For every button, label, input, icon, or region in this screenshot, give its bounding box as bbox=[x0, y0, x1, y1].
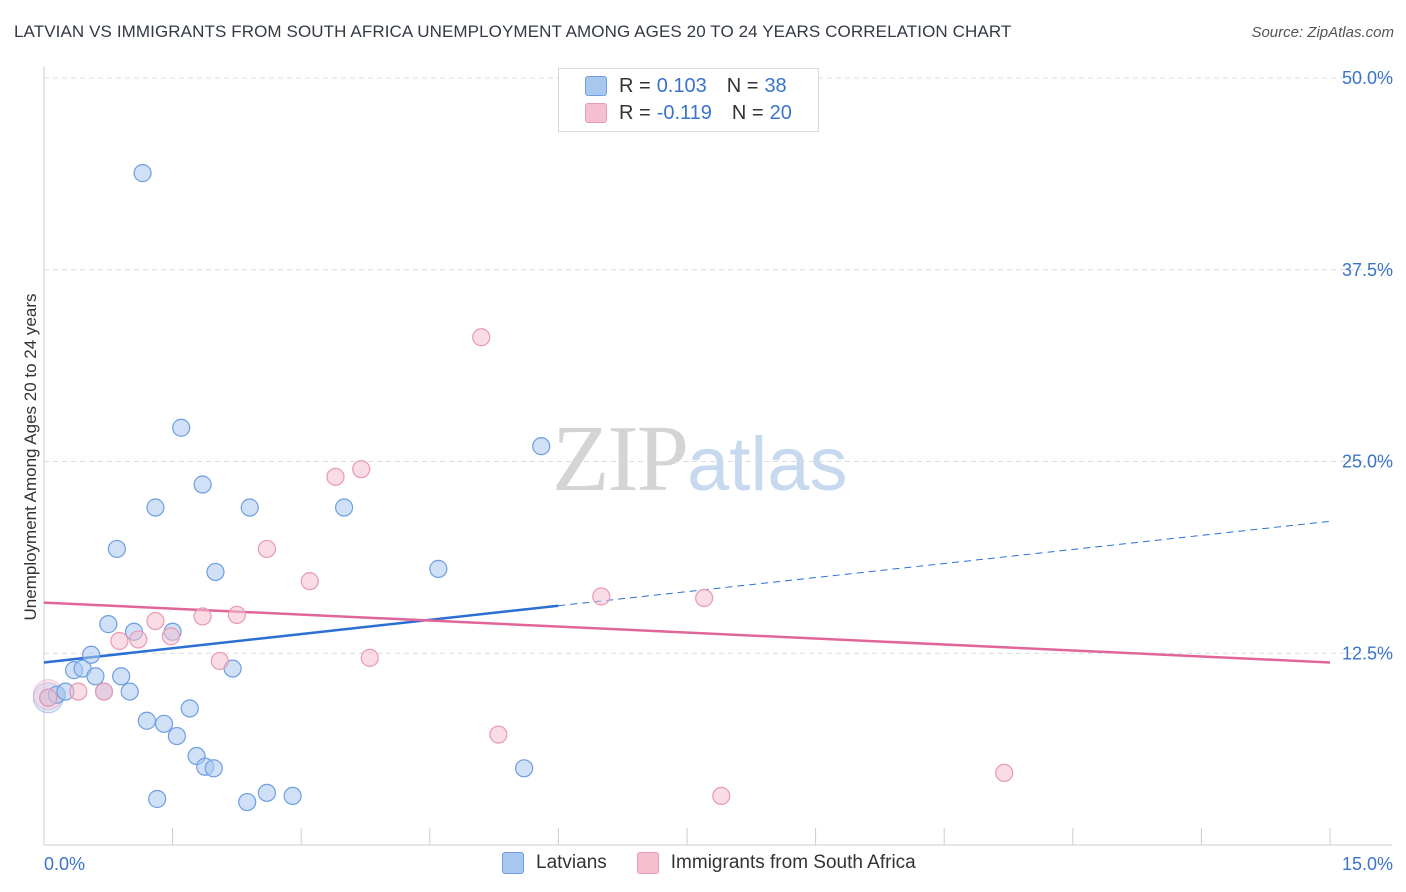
point-latvians bbox=[193, 475, 212, 494]
trendline-immigrants bbox=[43, 601, 1331, 664]
legend-row-latvians: R = 0.103 N = 38 bbox=[585, 74, 787, 98]
y-axis-label: Unemployment Among Ages 20 to 24 years bbox=[21, 294, 40, 621]
point-immigrants bbox=[210, 651, 229, 671]
point-immigrants bbox=[69, 682, 88, 701]
point-immigrants bbox=[146, 611, 165, 631]
label-layer: 12.5% 25.0% 37.5% 50.0% 0.0% 15.0% bbox=[44, 68, 1393, 874]
legend-r-value-immigrants: -0.119 bbox=[656, 101, 712, 124]
grid-layer bbox=[44, 77, 1392, 654]
point-latvians bbox=[146, 498, 165, 517]
legend-n-value-latvians: 38 bbox=[764, 74, 787, 97]
point-immigrants bbox=[94, 682, 114, 701]
legend-r-value-latvians: 0.103 bbox=[656, 74, 707, 97]
legend-row-immigrants: R = -0.119 N = 20 bbox=[585, 101, 792, 125]
legend-swatch-immigrants bbox=[585, 103, 607, 123]
point-latvians bbox=[204, 759, 223, 778]
correlation-legend: R = 0.103 N = 38 R = -0.119 N = 20 bbox=[558, 68, 819, 132]
trend-layer bbox=[43, 520, 1331, 664]
point-latvians bbox=[172, 418, 191, 437]
series-swatch-latvians bbox=[502, 852, 524, 874]
legend-n-value-immigrants: 20 bbox=[769, 101, 792, 124]
point-immigrants bbox=[257, 539, 277, 559]
point-immigrants bbox=[326, 467, 345, 486]
series-label-latvians: Latvians bbox=[536, 852, 607, 873]
point-latvians bbox=[154, 714, 174, 733]
point-latvians bbox=[240, 498, 259, 517]
trendline-latvians bbox=[43, 604, 559, 664]
point-latvians bbox=[206, 562, 225, 582]
series-label-immigrants: Immigrants from South Africa bbox=[670, 852, 916, 873]
chart-title: LATVIAN VS IMMIGRANTS FROM SOUTH AFRICA … bbox=[14, 22, 1012, 41]
point-latvians bbox=[120, 682, 139, 701]
point-layer bbox=[32, 164, 1014, 812]
point-latvians bbox=[429, 559, 448, 578]
point-immigrants bbox=[352, 460, 371, 479]
legend-n-label: N = bbox=[731, 101, 764, 124]
point-immigrants bbox=[300, 572, 319, 591]
point-latvians bbox=[99, 615, 118, 634]
y-tick-label: 37.5% bbox=[1342, 260, 1393, 280]
point-latvians bbox=[107, 539, 126, 559]
legend-r-label: R = bbox=[619, 74, 651, 97]
point-immigrants bbox=[695, 588, 714, 608]
point-latvians bbox=[148, 789, 167, 809]
y-tick-label: 50.0% bbox=[1342, 68, 1393, 88]
point-latvians bbox=[532, 437, 551, 456]
point-latvians bbox=[283, 786, 302, 806]
series-legend: Latvians Immigrants from South Africa bbox=[502, 852, 946, 874]
trendline-latvians-extrapolated bbox=[558, 520, 1331, 607]
point-latvians bbox=[257, 783, 277, 802]
point-latvians bbox=[112, 667, 131, 686]
point-latvians bbox=[82, 645, 101, 664]
point-immigrants bbox=[360, 648, 379, 667]
series-legend-latvians[interactable]: Latvians bbox=[502, 852, 607, 874]
point-immigrants bbox=[472, 328, 491, 347]
y-tick-label: 12.5% bbox=[1342, 643, 1393, 663]
axis-layer bbox=[43, 66, 1392, 846]
point-immigrants bbox=[489, 725, 508, 744]
point-latvians bbox=[137, 711, 156, 730]
y-tick-label: 25.0% bbox=[1342, 452, 1393, 472]
point-immigrants bbox=[39, 688, 58, 707]
point-immigrants bbox=[995, 763, 1014, 783]
legend-r-label: R = bbox=[619, 101, 651, 124]
x-tick-label-max: 15.0% bbox=[1342, 854, 1393, 874]
point-latvians bbox=[180, 699, 199, 718]
source-credit: Source: ZipAtlas.com bbox=[1251, 24, 1394, 41]
point-immigrants bbox=[193, 607, 212, 626]
point-immigrants bbox=[592, 587, 611, 606]
x-tick-label-min: 0.0% bbox=[44, 854, 85, 874]
legend-n-label: N = bbox=[726, 74, 759, 97]
series-legend-immigrants[interactable]: Immigrants from South Africa bbox=[636, 852, 916, 874]
point-immigrants bbox=[712, 786, 731, 806]
point-immigrants bbox=[110, 631, 129, 651]
series-swatch-immigrants bbox=[636, 852, 659, 874]
point-immigrants bbox=[161, 627, 180, 646]
point-latvians bbox=[86, 667, 105, 686]
point-latvians bbox=[515, 759, 534, 778]
point-latvians bbox=[334, 498, 354, 517]
point-latvians bbox=[238, 792, 257, 812]
point-immigrants bbox=[129, 630, 148, 649]
point-immigrants bbox=[227, 605, 246, 625]
legend-swatch-latvians bbox=[585, 76, 607, 96]
point-latvians bbox=[133, 164, 152, 183]
point-latvians bbox=[167, 726, 186, 746]
